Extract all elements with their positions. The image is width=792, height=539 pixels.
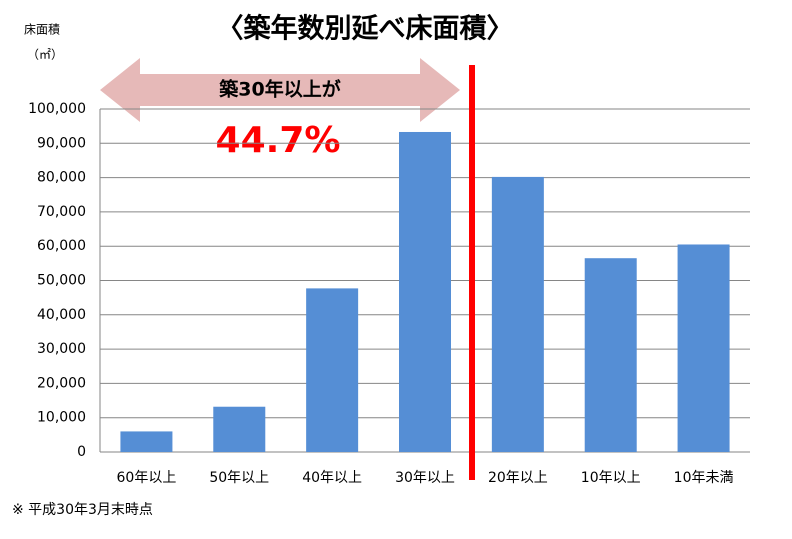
annotation-value: 44.7% xyxy=(216,120,341,161)
bar xyxy=(584,258,637,452)
y-tick-label: 90,000 xyxy=(37,135,86,151)
y-tick-label: 30,000 xyxy=(37,341,86,357)
y-tick-label: 60,000 xyxy=(37,238,86,254)
y-tick-label: 10,000 xyxy=(37,410,86,426)
y-tick-label: 70,000 xyxy=(37,204,86,220)
bar xyxy=(399,131,451,452)
y-tick-label: 80,000 xyxy=(37,170,86,186)
x-tick-label: 20年以上 xyxy=(488,470,548,486)
bar xyxy=(120,431,173,452)
bar xyxy=(213,406,266,452)
arrow xyxy=(100,58,460,122)
bar xyxy=(491,176,544,452)
y-tick-label: 100,000 xyxy=(28,101,86,117)
y-tick-label: 20,000 xyxy=(37,375,86,391)
annotation: 築30年以上が xyxy=(218,78,340,101)
footnote: ※ 平成30年3月末時点 xyxy=(12,502,153,518)
x-tick-label: 40年以上 xyxy=(302,470,362,486)
x-tick-label: 50年以上 xyxy=(209,470,269,486)
y-tick-label: 50,000 xyxy=(37,273,86,289)
x-tick-label: 10年未満 xyxy=(674,470,734,486)
x-tick-label: 10年以上 xyxy=(581,470,641,486)
x-tick-label: 60年以上 xyxy=(117,470,177,486)
y-tick-label: 0 xyxy=(77,444,86,460)
y-unit: （㎡） xyxy=(27,48,63,62)
y-label: 床面積 xyxy=(24,22,60,37)
bar xyxy=(677,244,730,452)
y-tick-label: 40,000 xyxy=(37,307,86,323)
bar xyxy=(306,288,359,452)
x-tick-label: 30年以上 xyxy=(395,470,455,486)
chart-title: 〈築年数別延べ床面積〉 xyxy=(217,13,514,45)
